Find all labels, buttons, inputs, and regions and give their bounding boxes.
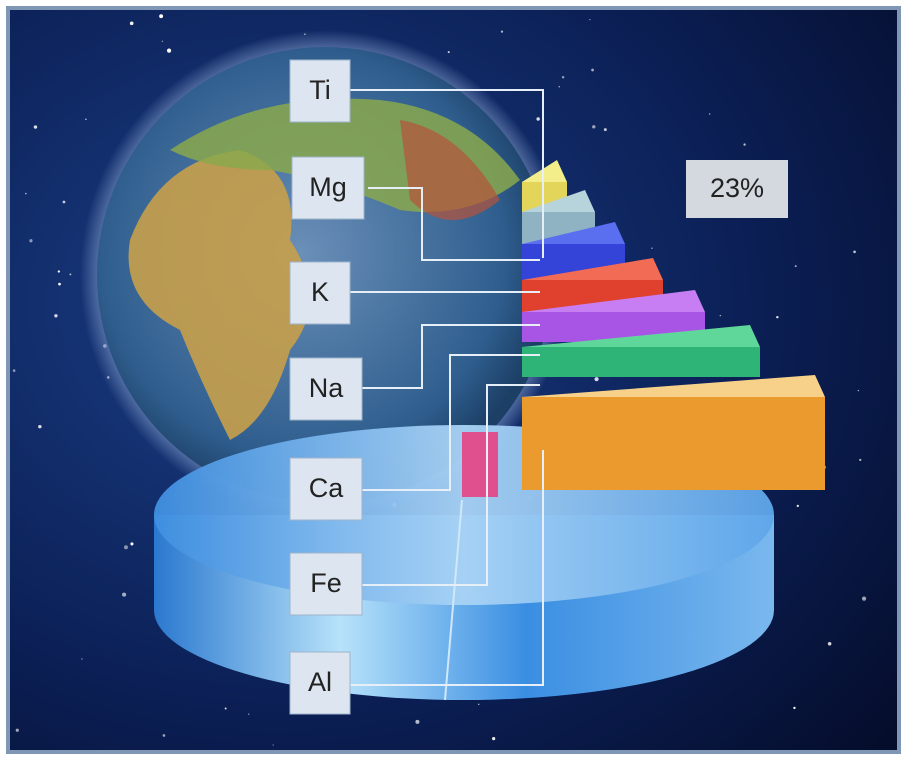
star bbox=[130, 542, 134, 546]
star bbox=[54, 314, 58, 318]
star bbox=[85, 118, 87, 121]
star bbox=[38, 424, 42, 429]
star bbox=[248, 713, 250, 715]
wedges bbox=[522, 160, 825, 490]
star bbox=[224, 707, 227, 710]
star bbox=[161, 40, 164, 43]
star bbox=[58, 282, 61, 286]
label-box bbox=[289, 59, 351, 123]
star bbox=[29, 239, 33, 243]
star bbox=[122, 592, 127, 597]
star bbox=[447, 51, 450, 54]
star bbox=[594, 377, 599, 382]
star bbox=[861, 596, 867, 601]
star bbox=[62, 200, 66, 204]
label: Mg bbox=[309, 172, 347, 202]
star bbox=[592, 125, 596, 129]
star bbox=[827, 642, 832, 646]
label: Ti bbox=[309, 75, 331, 105]
continent bbox=[400, 120, 500, 220]
label: Ca bbox=[309, 473, 344, 503]
star bbox=[793, 706, 796, 710]
star bbox=[776, 315, 779, 319]
star bbox=[857, 389, 860, 392]
star bbox=[477, 703, 480, 706]
star bbox=[162, 734, 166, 737]
labels: Ti Mg K Na Ca Fe Al bbox=[289, 59, 365, 715]
ca-bar bbox=[462, 432, 498, 497]
star bbox=[794, 265, 797, 268]
star bbox=[12, 369, 16, 372]
star bbox=[500, 30, 504, 33]
star bbox=[591, 68, 594, 72]
star bbox=[492, 737, 496, 741]
star bbox=[272, 744, 274, 746]
label: Na bbox=[309, 373, 344, 403]
continent bbox=[128, 150, 310, 440]
star bbox=[603, 128, 607, 132]
star bbox=[33, 125, 38, 129]
star bbox=[719, 314, 722, 317]
label-box bbox=[291, 156, 365, 220]
star bbox=[708, 113, 711, 115]
star bbox=[651, 247, 653, 249]
wedge-front bbox=[522, 347, 760, 377]
label-box bbox=[289, 261, 351, 325]
star bbox=[129, 21, 134, 26]
callout-box bbox=[686, 160, 788, 218]
star bbox=[159, 14, 164, 19]
star bbox=[853, 250, 856, 254]
star bbox=[796, 504, 799, 508]
star bbox=[743, 143, 746, 146]
star bbox=[589, 19, 591, 21]
star bbox=[561, 75, 565, 79]
pie-slice-edge bbox=[444, 499, 463, 701]
label: K bbox=[311, 277, 329, 307]
label-box bbox=[289, 457, 363, 521]
label: Fe bbox=[310, 568, 342, 598]
label-box bbox=[289, 552, 363, 616]
star bbox=[415, 719, 420, 724]
callout: 23% bbox=[710, 173, 764, 203]
label-box bbox=[289, 357, 363, 421]
wedge-front bbox=[522, 397, 825, 490]
star bbox=[859, 458, 862, 462]
star bbox=[69, 273, 72, 276]
star bbox=[124, 545, 128, 550]
star bbox=[15, 728, 19, 732]
label: Al bbox=[308, 667, 332, 697]
label-box bbox=[289, 651, 351, 715]
connectors bbox=[350, 89, 544, 686]
star bbox=[25, 192, 27, 195]
star bbox=[57, 270, 61, 273]
star bbox=[536, 117, 540, 121]
star bbox=[81, 658, 83, 660]
star bbox=[166, 48, 172, 53]
star bbox=[558, 86, 560, 88]
